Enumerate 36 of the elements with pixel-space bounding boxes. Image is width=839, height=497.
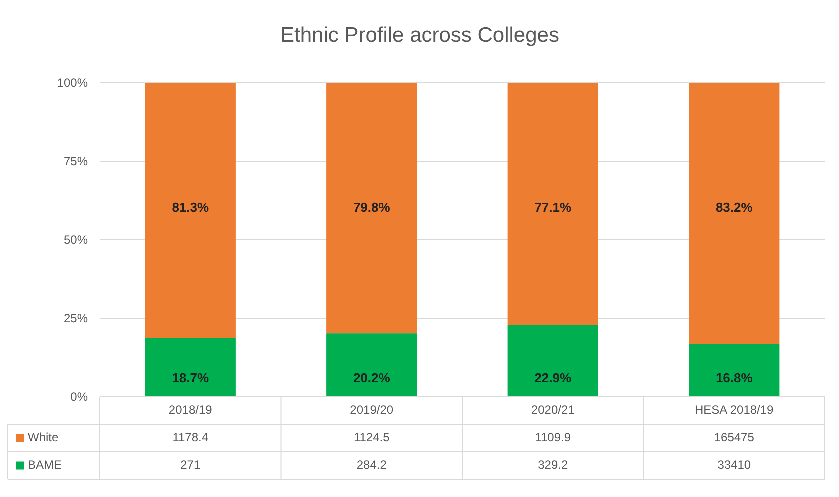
x-tick-label: 2020/21 — [531, 402, 576, 417]
x-tick-label: HESA 2018/19 — [695, 402, 774, 417]
text: 165475 — [714, 430, 755, 444]
y-tick-label: 0% — [70, 390, 88, 404]
data-label: 81.3% — [172, 200, 210, 216]
text: 1109.9 — [535, 430, 572, 444]
chart-title: Ethnic Profile across Colleges — [280, 24, 560, 47]
bar — [326, 334, 418, 397]
data-label: 22.9% — [534, 370, 572, 386]
bar — [145, 83, 236, 338]
bar — [689, 83, 780, 344]
bar — [145, 338, 236, 397]
y-tick-label: 100% — [57, 76, 88, 90]
data-label: 16.8% — [716, 370, 754, 386]
data-label: 79.8% — [353, 200, 391, 216]
bar — [326, 83, 418, 334]
text: 33410 — [718, 458, 752, 472]
bar — [508, 325, 598, 397]
y-tick-label: 25% — [64, 311, 88, 326]
data-label: 77.1% — [534, 200, 572, 216]
text: 1178.4 — [172, 430, 209, 444]
text: 1124.5 — [354, 430, 390, 444]
bar — [689, 344, 780, 397]
x-tick-label: 2018/19 — [168, 402, 213, 417]
data-label: 20.2% — [353, 370, 391, 386]
y-tick-label: 75% — [64, 154, 88, 168]
bar — [508, 83, 598, 326]
data-label: 83.2% — [716, 200, 754, 216]
legend-label: White — [28, 430, 59, 444]
x-tick-label: 2019/20 — [350, 402, 394, 417]
legend-label: BAME — [28, 458, 62, 472]
text: 284.2 — [356, 458, 388, 472]
text: 329.2 — [538, 458, 568, 472]
data-label: 18.7% — [172, 370, 210, 386]
text: 271 — [180, 458, 201, 472]
y-tick-label: 50% — [64, 232, 88, 247]
